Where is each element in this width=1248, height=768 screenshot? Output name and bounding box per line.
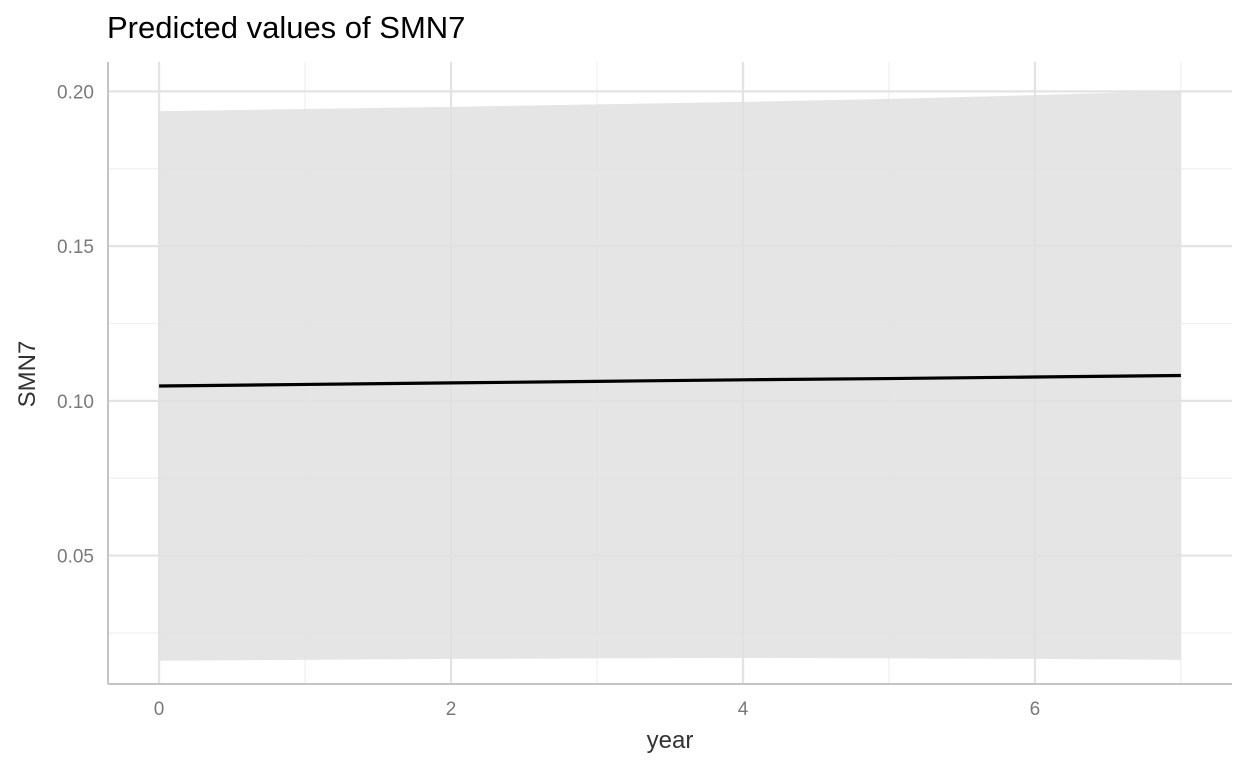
x-tick-label: 4	[738, 699, 749, 720]
x-tick-label: 6	[1030, 699, 1041, 720]
confidence-band	[159, 90, 1181, 661]
line-layer	[159, 373, 1181, 388]
tick-labels: 0 2 4 6 0.05 0.10 0.15 0.20	[57, 82, 1040, 720]
y-tick-label: 0.15	[57, 237, 94, 258]
y-tick-label: 0.10	[57, 392, 94, 413]
axis-layer	[107, 62, 1232, 685]
confidence-band-layer	[159, 90, 1181, 661]
x-tick-label: 2	[446, 699, 457, 720]
predicted-line	[159, 373, 1181, 388]
x-tick-label: 0	[154, 699, 165, 720]
chart-title: Predicted values of SMN7	[107, 10, 465, 45]
y-tick-label: 0.20	[57, 82, 94, 103]
x-axis-title: year	[647, 727, 694, 754]
y-axis-title: SMN7	[14, 341, 41, 408]
y-tick-label: 0.05	[57, 547, 94, 568]
